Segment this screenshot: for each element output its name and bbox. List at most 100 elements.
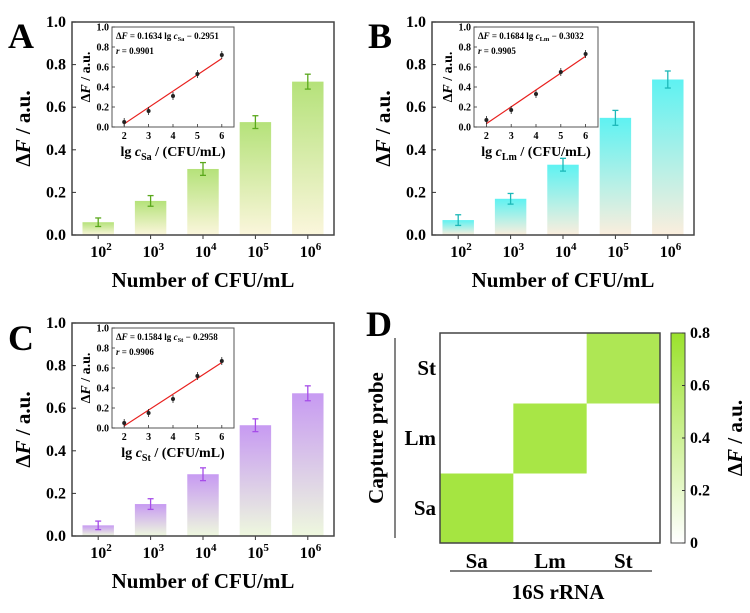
inset-chart: 0.0 0.2 0.4 0.6 0.8 1.0 2 3 4 5 6 ΔF = 0.1684 lg cL… — [441, 23, 599, 163]
bar — [442, 220, 474, 235]
inset-x-tick-label: 4 — [534, 131, 539, 142]
inset-x-tick-label: 6 — [219, 131, 224, 142]
y-tick-label: 0.0 — [46, 227, 66, 244]
y-tick-label: 0.4 — [46, 142, 66, 159]
x-axis-label: Number of CFU/mL — [112, 569, 295, 593]
heatmap-cell — [513, 333, 588, 404]
bar — [239, 425, 272, 536]
bar — [494, 198, 527, 235]
fit-line — [123, 362, 223, 427]
colorbar-tick-label: 0 — [690, 535, 698, 552]
heatmap-cell — [440, 403, 514, 474]
x-category-label: Lm — [534, 549, 566, 573]
x-tick-label: 104 — [555, 241, 577, 261]
panel-label: B — [368, 16, 392, 56]
data-point — [171, 94, 175, 98]
x-axis-label: 16S rRNA — [512, 580, 606, 604]
inset-y-tick-label: 0.4 — [97, 384, 110, 395]
x-tick-label: 102 — [90, 542, 112, 562]
inset-y-tick-label: 0.0 — [97, 123, 110, 134]
inset-y-tick-label: 0.8 — [97, 43, 110, 54]
inset-chart: 0.0 0.2 0.4 0.6 0.8 1.0 2 3 4 5 6 ΔF = 0.1634 lg cS… — [79, 23, 235, 163]
data-point — [171, 397, 175, 401]
data-point — [484, 118, 489, 122]
y-tick-label: 0.6 — [46, 99, 66, 116]
data-point — [534, 92, 538, 96]
x-tick-label: 102 — [90, 241, 112, 261]
data-point — [195, 72, 200, 76]
x-tick-label: 105 — [247, 542, 269, 562]
x-tick-label: 103 — [503, 241, 525, 261]
panel-A: A 102 103 104 105 106 0.0 0.2 0.4 0.6 0.8 1.0 Number… — [8, 14, 335, 292]
correlation-coefficient: r = 0.9906 — [116, 347, 154, 357]
inset-x-tick-label: 2 — [122, 131, 127, 142]
y-category-label: Lm — [405, 426, 437, 450]
bar — [292, 81, 324, 235]
panel-label: A — [8, 16, 34, 56]
inset-x-tick-label: 2 — [122, 432, 127, 443]
axes-frame — [71, 322, 335, 537]
bar — [187, 168, 219, 235]
bar — [652, 79, 684, 235]
x-tick-label: 103 — [143, 542, 165, 562]
inset-x-tick-label: 4 — [171, 432, 176, 443]
x-tick-label: 104 — [195, 241, 217, 261]
inset-x-tick-label: 5 — [195, 131, 200, 142]
x-tick-label: 102 — [450, 241, 472, 261]
inset-y-tick-label: 0.0 — [459, 123, 472, 134]
x-tick-label: 104 — [195, 542, 217, 562]
x-tick-label: 106 — [300, 241, 322, 261]
data-point — [509, 108, 514, 112]
inset-frame — [473, 26, 599, 128]
inset-frame — [111, 26, 235, 128]
inset-x-tick-label: 3 — [509, 131, 514, 142]
heatmap-cell — [440, 333, 514, 404]
inset-y-tick-label: 0.6 — [459, 63, 472, 74]
y-tick-label: 1.0 — [46, 14, 66, 31]
data-point — [146, 109, 151, 113]
y-tick-label: 0.6 — [46, 400, 66, 417]
heatmap-cell — [586, 403, 661, 474]
colorbar-tick-label: 0.4 — [690, 430, 710, 447]
inset-y-tick-label: 0.2 — [97, 103, 110, 114]
inset-x-axis-label: lg cLm / (CFU/mL) — [481, 145, 591, 163]
x-axis-label: Number of CFU/mL — [472, 268, 655, 292]
y-tick-label: 1.0 — [406, 14, 426, 31]
inset-y-tick-label: 0.6 — [97, 364, 110, 375]
y-axis-label: ΔF / a.u. — [11, 90, 35, 166]
x-tick-label: 103 — [143, 241, 165, 261]
colorbar-tick-label: 0.8 — [690, 325, 710, 342]
inset-frame — [111, 327, 235, 429]
data-point — [122, 120, 127, 124]
y-tick-label: 0.8 — [46, 358, 66, 375]
data-point — [195, 374, 200, 378]
inset-y-tick-label: 0.2 — [97, 404, 110, 415]
y-category-label: St — [417, 356, 436, 380]
inset-x-tick-label: 5 — [558, 131, 563, 142]
inset-y-tick-label: 0.4 — [459, 83, 472, 94]
correlation-coefficient: r = 0.9901 — [116, 46, 154, 56]
heatmap-cell — [586, 333, 661, 404]
fit-equation: ΔF = 0.1584 lg cSt − 0.2958 — [116, 332, 218, 344]
x-axis-label: Number of CFU/mL — [112, 268, 295, 292]
x-tick-label: 105 — [247, 241, 269, 261]
heatmap-cell — [513, 403, 588, 474]
y-axis-label: Capture probe — [364, 372, 388, 504]
panel-label: D — [366, 304, 392, 344]
colorbar-tick-label: 0.6 — [690, 378, 710, 395]
inset-y-tick-label: 1.0 — [97, 23, 110, 34]
heatmap-cell — [440, 473, 514, 544]
inset-y-tick-label: 0.8 — [459, 43, 472, 54]
data-point — [122, 421, 127, 425]
y-tick-label: 0.2 — [46, 184, 66, 201]
inset-y-tick-label: 1.0 — [459, 23, 472, 34]
inset-x-axis-label: lg cSa / (CFU/mL) — [120, 145, 225, 163]
x-tick-label: 105 — [607, 241, 629, 261]
data-point — [583, 52, 588, 56]
inset-x-tick-label: 6 — [583, 131, 588, 142]
bar — [599, 117, 632, 235]
inset-x-tick-label: 3 — [146, 432, 151, 443]
inset-y-axis-label: ΔF / a.u. — [79, 353, 94, 404]
panel-C: C 102 103 104 105 106 0.0 0.2 0.4 0.6 0.8 1.0 Number… — [8, 315, 335, 593]
